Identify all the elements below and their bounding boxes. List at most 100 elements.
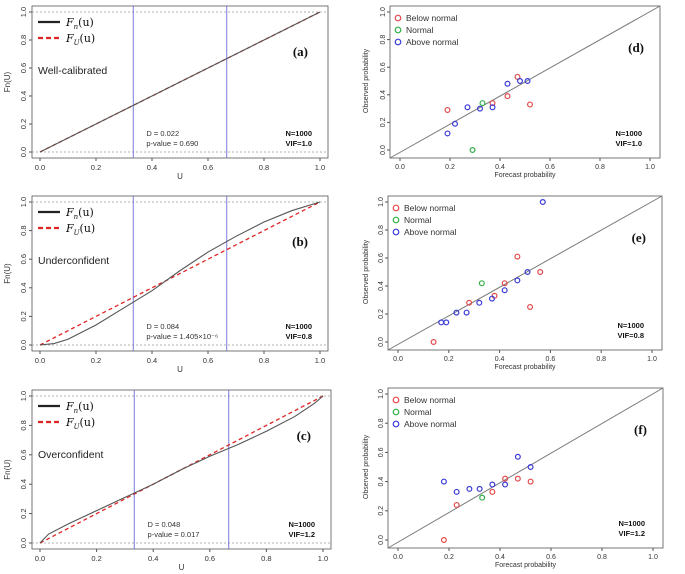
panel-label: (a) (293, 44, 308, 59)
data-point-above (489, 481, 496, 488)
y-tick-label: 1.0 (378, 197, 385, 207)
panel-label: (b) (292, 234, 308, 249)
legend-fn-arg: (u) (78, 16, 94, 29)
x-tick-label: 0.8 (596, 356, 606, 363)
data-point-below (440, 537, 447, 544)
legend-marker (392, 408, 400, 416)
data-point-above (524, 268, 531, 275)
x-tick-label: 0.2 (91, 163, 101, 172)
data-point-below (527, 101, 534, 108)
y-tick-label: 1.0 (19, 7, 28, 17)
legend-marker (392, 228, 400, 236)
y-tick-label: 0.4 (378, 281, 385, 291)
x-tick-label: 0.0 (35, 163, 45, 172)
legend-marker (394, 38, 402, 46)
y-tick-label: 0.0 (378, 535, 385, 545)
calibration-note: Well-calibrated (38, 65, 107, 77)
x-tick-label: 0.2 (444, 554, 454, 561)
y-axis-label: Observed probability (363, 48, 370, 113)
panel-label: (f) (634, 422, 647, 437)
stat-p-value: p-value = 1.405×10⁻⁶ (146, 332, 218, 341)
legend-label-fn: Fn(u) (65, 206, 94, 221)
legend-label-fu: FU(u) (65, 32, 95, 47)
data-point-above (451, 120, 458, 127)
x-axis-label: Forecast probability (494, 172, 556, 179)
sample-size: N=1000 (286, 129, 312, 138)
y-tick-label: 0.6 (378, 447, 385, 457)
vif-value: VIF=0.8 (286, 332, 312, 341)
vif-value: VIF=0.8 (618, 331, 644, 340)
y-tick-label: 0.0 (378, 337, 385, 347)
data-point-above (453, 488, 460, 495)
sample-size: N=1000 (616, 129, 642, 138)
x-axis-label: Forecast probability (495, 562, 557, 569)
data-point-above (501, 287, 508, 294)
reliability-chart-d: 0.0 0.2 0.4 0.6 0.8 1.0 0.0 0.2 0.4 0.6 0.8 1.0 Obse… (363, 5, 661, 179)
y-tick-label: 0.8 (380, 35, 387, 45)
vif-value: VIF=1.2 (289, 530, 315, 539)
x-axis-label: U (179, 563, 185, 572)
x-tick-label: 0.8 (595, 164, 605, 171)
legend-marker (392, 420, 400, 428)
y-tick-label: 0.6 (19, 450, 28, 460)
legend-fu-symbol: F (65, 222, 74, 235)
legend-marker (394, 26, 402, 34)
legend-marker (392, 204, 400, 212)
legend-fn-symbol: F (65, 16, 74, 29)
plot-frame (31, 5, 329, 159)
y-tick-label: 0.2 (19, 508, 28, 518)
x-tick-label: 0.2 (91, 554, 101, 563)
data-point-above (517, 77, 524, 84)
x-tick-label: 1.0 (315, 356, 325, 365)
y-tick-label: 0.2 (378, 309, 385, 319)
legend-label: Below normal (404, 203, 456, 213)
y-tick-label: 0.2 (380, 117, 387, 127)
x-tick-label: 1.0 (648, 554, 658, 561)
data-point-above (539, 198, 546, 206)
data-point-above (514, 277, 521, 284)
legend-label: Above normal (404, 419, 457, 429)
y-tick-label: 0.0 (19, 147, 28, 157)
x-tick-label: 0.8 (261, 554, 271, 563)
x-tick-label: 0.0 (393, 356, 403, 363)
y-tick-label: 0.6 (19, 63, 28, 73)
data-point-below (527, 303, 534, 310)
stat-d: D = 0.084 (146, 322, 179, 331)
vif-value: VIF=1.0 (286, 139, 312, 148)
x-axis-label: U (177, 365, 183, 374)
legend-fn-sub: n (74, 407, 79, 415)
data-point-normal (478, 280, 485, 287)
plot-frame (31, 389, 332, 550)
data-point-above (466, 485, 473, 492)
data-point-below (501, 280, 508, 287)
ecdf-chart-a: 0.0 0.2 0.4 0.6 0.8 1.0 0.0 0.2 0.4 0.6 0.8 1.0 Fn(U… (3, 5, 329, 180)
data-point-above (438, 319, 445, 326)
data-point-above (489, 104, 496, 111)
panel-label: (c) (297, 428, 311, 443)
ecdf-chart-b: 0.0 0.2 0.4 0.6 0.8 1.0 0.0 0.2 0.4 0.6 0.8 1.0 Fn(U… (3, 195, 329, 374)
data-point-above (504, 80, 511, 87)
x-tick-label: 0.4 (147, 163, 157, 172)
y-axis-label: Observed probability (363, 239, 370, 304)
x-tick-label: 0.8 (259, 163, 269, 172)
y-tick-label: 0.2 (378, 506, 385, 516)
x-tick-label: 0.2 (444, 356, 454, 363)
sample-size: N=1000 (289, 520, 315, 529)
y-tick-label: 1.0 (19, 197, 28, 207)
data-point-below (489, 100, 496, 107)
y-tick-label: 0.6 (378, 253, 385, 263)
x-axis-label: Forecast probability (494, 364, 556, 371)
data-point-above (464, 104, 471, 111)
data-point-above (502, 481, 509, 488)
stat-d: D = 0.048 (148, 520, 181, 529)
x-tick-label: 0.6 (203, 163, 213, 172)
y-tick-label: 0.8 (19, 420, 28, 430)
y-tick-label: 0.6 (19, 254, 28, 264)
sample-size: N=1000 (286, 322, 312, 331)
y-tick-label: 0.2 (19, 311, 28, 321)
x-tick-label: 1.0 (315, 163, 325, 172)
reliability-chart-e: 0.0 0.2 0.4 0.6 0.8 1.0 0.0 0.2 0.4 0.6 0.8 1.0 Obse… (363, 195, 663, 371)
legend-fn-symbol: F (65, 400, 74, 413)
x-tick-label: 0.0 (35, 356, 45, 365)
x-tick-label: 0.6 (203, 356, 213, 365)
